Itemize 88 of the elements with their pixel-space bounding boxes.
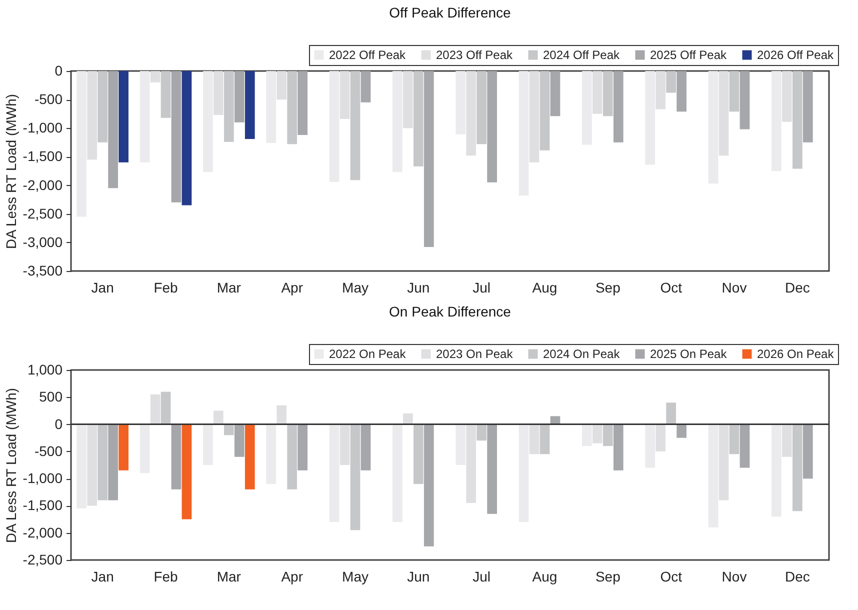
- legend-label: 2024 Off Peak: [543, 48, 620, 62]
- bar: [666, 402, 676, 424]
- x-tick-label: Apr: [281, 280, 304, 296]
- bar: [98, 424, 108, 500]
- bar: [403, 413, 413, 424]
- x-tick-label: Dec: [784, 280, 810, 296]
- x-tick-label: Mar: [216, 280, 242, 296]
- x-tick-label: Oct: [660, 568, 682, 584]
- bar: [203, 424, 213, 465]
- x-tick-label: Dec: [784, 568, 810, 584]
- bar: [424, 424, 434, 546]
- bar: [182, 424, 192, 520]
- legend-label: 2026 Off Peak: [757, 48, 834, 62]
- legend-label: 2025 On Peak: [650, 347, 728, 361]
- y-tick-label: -2,000: [22, 524, 63, 540]
- bar: [676, 424, 686, 438]
- y-tick-label: 0: [54, 416, 63, 432]
- legend-label: 2024 On Peak: [543, 347, 621, 361]
- bar: [214, 410, 224, 424]
- y-tick-label: 1,000: [27, 362, 63, 378]
- x-tick-label: Feb: [154, 280, 178, 296]
- x-tick-label: Apr: [281, 568, 304, 584]
- x-tick-label: May: [342, 280, 368, 296]
- bar: [224, 424, 234, 436]
- bar: [413, 424, 424, 484]
- y-tick-label: -3,500: [22, 262, 63, 278]
- bar: [266, 424, 276, 484]
- x-tick-label: Aug: [532, 280, 558, 296]
- bar: [729, 424, 740, 454]
- y-tick-label: -2,500: [22, 205, 63, 222]
- bar: [150, 394, 160, 424]
- bar: [244, 424, 255, 490]
- y-tick-label: -1,500: [22, 148, 63, 164]
- bar: [350, 424, 360, 530]
- bar: [298, 424, 308, 470]
- bar: [392, 424, 402, 522]
- y-tick-label: -1,000: [22, 470, 63, 486]
- x-tick-label: Sep: [595, 280, 621, 296]
- x-tick-label: Jul: [472, 568, 491, 584]
- bar: [118, 424, 128, 470]
- bar: [108, 424, 118, 500]
- legend-label: 2022 Off Peak: [329, 48, 406, 62]
- bar: [792, 424, 802, 512]
- y-axis-title: DA Less RT Load (MWh): [2, 94, 19, 250]
- legend-label: 2026 On Peak: [757, 347, 835, 361]
- x-tick-label: May: [342, 568, 368, 584]
- y-tick-label: 500: [39, 388, 63, 405]
- bar: [540, 424, 550, 454]
- legend-label: 2023 On Peak: [436, 347, 514, 361]
- x-tick-label: Oct: [660, 280, 682, 296]
- legend-label: 2022 On Peak: [329, 347, 407, 361]
- bar: [234, 424, 244, 457]
- y-tick-label: -500: [34, 442, 63, 459]
- x-tick-label: Jul: [472, 280, 491, 296]
- bar: [476, 424, 487, 441]
- y-tick-label: -2,500: [22, 552, 63, 568]
- y-axis-title: DA Less RT Load (MWh): [2, 388, 19, 544]
- y-tick-label: -1,000: [22, 120, 63, 136]
- bar: [276, 405, 287, 424]
- y-tick-label: -500: [34, 91, 63, 108]
- chart-title: Off Peak Difference: [389, 4, 512, 20]
- y-tick-label: 0: [54, 62, 63, 78]
- x-tick-label: Jan: [91, 280, 114, 296]
- bar: [140, 424, 150, 474]
- x-tick-label: Jun: [407, 280, 430, 296]
- x-tick-label: Nov: [722, 280, 747, 296]
- y-tick-label: -3,000: [22, 234, 63, 250]
- bar: [802, 424, 813, 479]
- x-tick-label: Feb: [154, 568, 178, 584]
- x-tick-label: Jan: [91, 568, 114, 584]
- bar: [160, 392, 171, 424]
- x-tick-label: Sep: [595, 568, 621, 584]
- chart-title: On Peak Difference: [389, 304, 512, 320]
- legend-label: 2023 Off Peak: [436, 48, 514, 62]
- bar: [613, 424, 624, 470]
- x-tick-label: Aug: [532, 568, 558, 584]
- legend-label: 2025 Off Peak: [650, 48, 728, 62]
- bar: [602, 424, 613, 446]
- bar: [171, 424, 182, 490]
- bar: [487, 424, 497, 514]
- bar: [287, 424, 298, 490]
- bar: [740, 424, 750, 468]
- y-tick-label: -2,000: [22, 176, 63, 193]
- x-tick-label: Jun: [407, 568, 430, 584]
- x-tick-label: Mar: [216, 568, 242, 584]
- x-tick-label: Nov: [722, 568, 747, 584]
- bar: [360, 424, 371, 470]
- y-tick-label: -1,500: [22, 497, 63, 514]
